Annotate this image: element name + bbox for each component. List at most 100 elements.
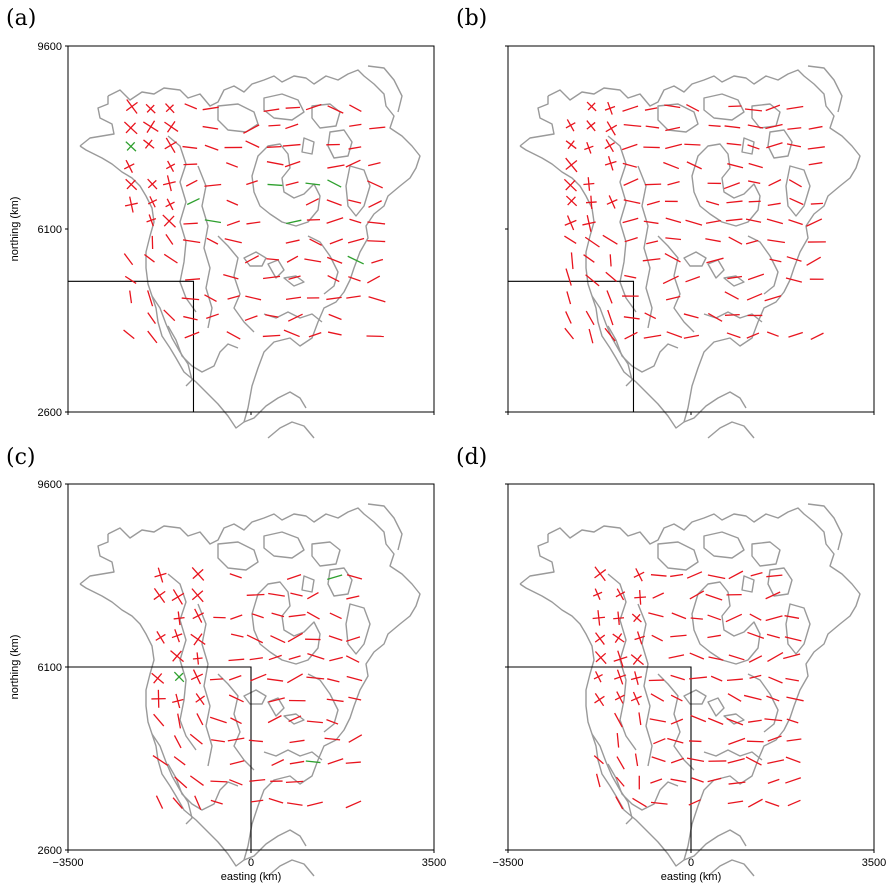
vector-mark-cross — [565, 122, 576, 129]
vector-mark-cross — [154, 572, 167, 578]
vector-mark-cross — [582, 221, 596, 226]
vector-mark — [651, 756, 666, 763]
vector-mark — [345, 159, 361, 168]
vector-mark — [367, 221, 386, 225]
vector-mark — [665, 143, 683, 150]
vector-mark — [271, 759, 285, 767]
vector-mark — [570, 252, 574, 270]
vector-mark — [268, 697, 285, 703]
vector-mark — [648, 612, 664, 618]
vector-mark — [747, 631, 765, 640]
vector-mark — [784, 615, 800, 619]
vector-mark — [251, 613, 264, 619]
vector-mark — [288, 613, 306, 618]
vector-mark — [723, 182, 740, 190]
vector-mark — [306, 801, 323, 807]
vector-mark — [289, 739, 305, 744]
vector-mark — [183, 222, 198, 225]
vector-mark — [189, 733, 203, 745]
vector-mark — [747, 273, 765, 281]
vector-mark — [766, 331, 779, 337]
vector-mark — [646, 200, 660, 206]
vector-mark-cross — [584, 145, 594, 151]
vector-mark — [307, 591, 319, 600]
vector-mark — [250, 673, 267, 682]
vector-mark — [196, 713, 204, 726]
vector-mark — [726, 142, 742, 146]
vector-mark — [726, 332, 741, 339]
vector-mark — [667, 737, 684, 744]
vector-mark — [810, 332, 824, 341]
vector-mark — [622, 162, 637, 168]
vector-mark — [229, 573, 242, 579]
vector-mark — [204, 219, 222, 224]
vector-mark-cross — [592, 591, 603, 597]
vector-mark — [683, 334, 700, 339]
vector-mark — [615, 796, 624, 810]
vector-mark — [643, 334, 662, 339]
vector-mark — [649, 718, 666, 723]
vector-mark — [705, 219, 721, 224]
vector-mark — [748, 719, 762, 723]
vector-mark — [326, 698, 344, 703]
vector-mark — [622, 105, 639, 112]
vector-mark — [750, 572, 763, 577]
vector-mark — [249, 778, 266, 782]
vector-mark — [745, 218, 762, 223]
inset-region-outline — [508, 280, 635, 412]
y-axis-label: northing (km) — [9, 635, 21, 700]
x-tick-label: 3500 — [422, 857, 446, 869]
panel-c: (c)9600 6100 2600−3500 0 3500 northing (km) ea… — [6, 445, 446, 883]
y-tick-label: 6100 — [38, 224, 62, 236]
vector-mark — [644, 107, 658, 111]
vector-mark-cross — [190, 673, 204, 681]
vector-mark — [748, 180, 761, 184]
vector-mark — [808, 125, 823, 130]
x-tick-label: 0 — [248, 857, 254, 869]
vector-mark — [602, 234, 618, 245]
vector-mark — [305, 182, 321, 186]
vector-mark — [268, 654, 282, 661]
vector-mark — [367, 240, 386, 243]
vector-mark — [287, 673, 303, 684]
vector-mark — [622, 217, 639, 224]
vector-mark — [765, 615, 783, 622]
vector-mark — [326, 718, 339, 725]
vector-mark — [348, 146, 362, 150]
vector-mark-cross — [615, 591, 626, 598]
plot-frame — [67, 45, 435, 413]
vector-mark-cross — [604, 105, 616, 111]
vector-mark — [345, 761, 361, 764]
panel-letter: (a) — [6, 6, 36, 31]
vector-mark — [728, 781, 746, 785]
vector-mark — [604, 327, 616, 342]
vector-mark-cross — [592, 616, 606, 620]
vector-mark — [616, 732, 620, 748]
vector-mark — [653, 738, 666, 745]
y-axis-label: northing (km) — [9, 197, 21, 262]
vector-mark — [767, 759, 785, 765]
vector-mark — [605, 271, 617, 282]
vector-mark — [183, 163, 198, 166]
vector-mark — [266, 161, 284, 166]
vector-mark — [267, 715, 282, 724]
vector-mark — [786, 105, 804, 110]
vector-mark — [615, 776, 625, 787]
vector-mark — [609, 254, 612, 267]
vector-mark — [346, 595, 360, 600]
vector-mark — [226, 199, 239, 206]
vector-mark — [228, 694, 244, 703]
vector-mark — [210, 780, 228, 783]
vector-mark-cross — [147, 179, 157, 189]
vector-mark — [368, 200, 382, 208]
vector-mark — [616, 756, 625, 770]
vector-mark — [124, 275, 137, 284]
vector-mark — [329, 612, 342, 620]
vector-mark — [206, 313, 219, 319]
vector-mark — [614, 712, 623, 728]
vector-mark-cross — [606, 199, 618, 205]
vector-mark — [786, 738, 802, 742]
vector-mark — [726, 678, 743, 682]
vector-mark-cross — [153, 590, 166, 601]
vector-mark — [748, 162, 763, 169]
